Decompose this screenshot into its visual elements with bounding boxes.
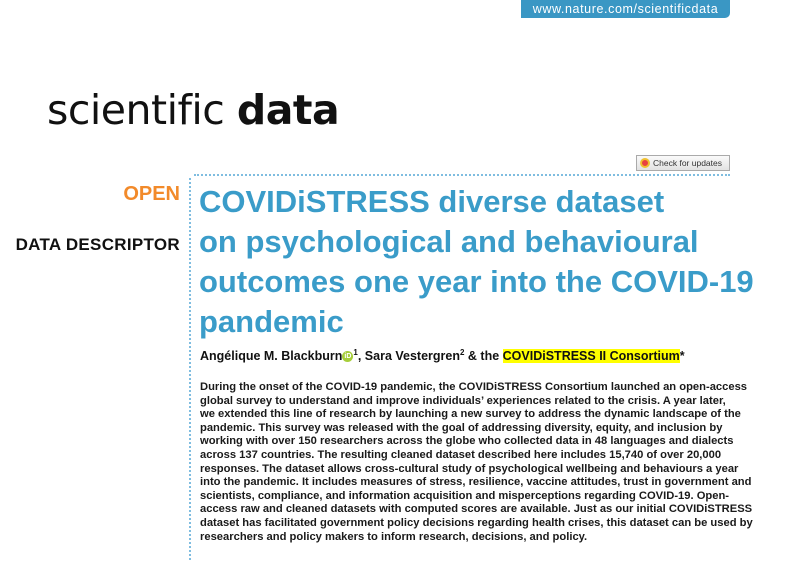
title-line: COVIDiSTRESS diverse dataset — [199, 184, 665, 219]
article-title: COVIDiSTRESS diverse dataset on psycholo… — [199, 182, 759, 342]
abstract-line: into the pandemic. It includes measures … — [200, 476, 752, 489]
logo-bold-text: data — [236, 86, 340, 134]
abstract-line: working with over 150 researchers across… — [200, 435, 734, 448]
crossmark-icon — [640, 158, 650, 168]
author-name[interactable]: , Sara Vestergren — [357, 349, 460, 364]
abstract-line: scientists, compliance, and information … — [200, 489, 730, 502]
author-list: Angélique M. Blackburn iD 1, Sara Vestergr… — [200, 348, 685, 364]
article-type-label: DATA DESCRIPTOR — [15, 235, 180, 254]
abstract: During the onset of the COVID-19 pandemi… — [200, 381, 753, 544]
abstract-line: across 137 countries. The resulting clea… — [200, 448, 722, 461]
check-for-updates-button[interactable]: Check for updates — [636, 155, 730, 171]
check-updates-label: Check for updates — [653, 158, 722, 168]
vertical-divider — [189, 178, 191, 560]
abstract-line: researchers and policy makers to inform … — [200, 530, 588, 543]
abstract-line: global survey to understand and improve … — [200, 394, 726, 407]
abstract-line: we extended this line of research by lau… — [200, 408, 741, 421]
logo-light-text: scientific — [47, 86, 225, 134]
abstract-line: pandemic. This survey was released with … — [200, 421, 723, 434]
title-line: on psychological and behavioural — [199, 224, 699, 259]
journal-url-link[interactable]: www.nature.com/scientificdata — [521, 0, 730, 18]
abstract-line: During the onset of the COVID-19 pandemi… — [200, 381, 748, 393]
author-conjunction: & the — [464, 349, 503, 364]
title-line: outcomes one year into the COVID-19 — [199, 264, 754, 299]
consortium-name[interactable]: COVIDiSTRESS II Consortium — [502, 349, 680, 364]
affiliation-ref: 1 — [353, 348, 358, 357]
title-line: pandemic — [199, 304, 344, 339]
abstract-line: access raw and cleaned datasets with com… — [200, 503, 753, 516]
abstract-line: dataset has facilitated government polic… — [200, 516, 753, 529]
corresponding-marker: * — [679, 349, 685, 364]
journal-logo: scientific data — [47, 86, 340, 134]
open-access-label: OPEN — [123, 183, 180, 205]
author-name[interactable]: Angélique M. Blackburn — [200, 349, 343, 364]
affiliation-ref: 2 — [460, 348, 465, 357]
abstract-line: responses. The dataset allows cross-cult… — [200, 462, 739, 475]
orcid-icon[interactable]: iD — [342, 351, 354, 363]
horizontal-divider — [194, 174, 730, 176]
